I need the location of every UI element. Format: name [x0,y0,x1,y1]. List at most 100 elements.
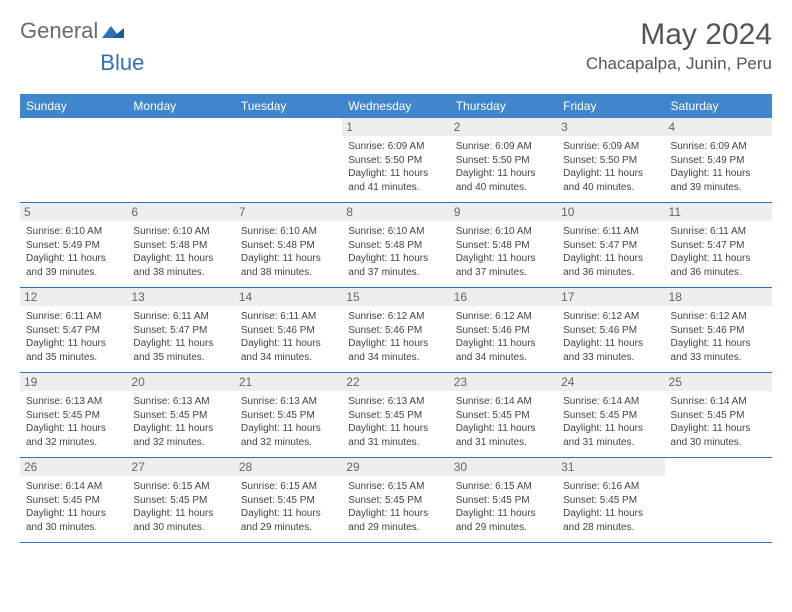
sunrise-text: Sunrise: 6:14 AM [563,395,658,409]
sunset-text: Sunset: 5:45 PM [563,494,658,508]
sunrise-text: Sunrise: 6:10 AM [241,225,336,239]
sunrise-text: Sunrise: 6:11 AM [26,310,121,324]
sunset-text: Sunset: 5:45 PM [456,494,551,508]
daylight-text: and 40 minutes. [563,181,658,195]
day-number: 18 [665,288,772,306]
daylight-text: and 34 minutes. [348,351,443,365]
day-number: 6 [127,203,234,221]
daylight-text: and 31 minutes. [563,436,658,450]
day-number: 2 [450,118,557,136]
daylight-text: Daylight: 11 hours [456,507,551,521]
calendar-week-row: 1Sunrise: 6:09 AMSunset: 5:50 PMDaylight… [20,118,772,203]
calendar-cell: 26Sunrise: 6:14 AMSunset: 5:45 PMDayligh… [20,458,127,543]
daylight-text: Daylight: 11 hours [133,507,228,521]
sunset-text: Sunset: 5:47 PM [563,239,658,253]
sunset-text: Sunset: 5:46 PM [563,324,658,338]
daylight-text: Daylight: 11 hours [563,337,658,351]
sunset-text: Sunset: 5:47 PM [133,324,228,338]
calendar-cell: 10Sunrise: 6:11 AMSunset: 5:47 PMDayligh… [557,203,664,288]
day-number: 20 [127,373,234,391]
calendar-cell: 30Sunrise: 6:15 AMSunset: 5:45 PMDayligh… [450,458,557,543]
daylight-text: and 32 minutes. [26,436,121,450]
weekday-header: Saturday [665,94,772,118]
daylight-text: Daylight: 11 hours [26,252,121,266]
daylight-text: Daylight: 11 hours [348,507,443,521]
title-block: May 2024 Chacapalpa, Junin, Peru [586,18,772,74]
weekday-header: Wednesday [342,94,449,118]
sunrise-text: Sunrise: 6:10 AM [348,225,443,239]
daylight-text: Daylight: 11 hours [26,422,121,436]
calendar-cell: 16Sunrise: 6:12 AMSunset: 5:46 PMDayligh… [450,288,557,373]
calendar-week-row: 5Sunrise: 6:10 AMSunset: 5:49 PMDaylight… [20,203,772,288]
day-number: 26 [20,458,127,476]
weekday-header: Tuesday [235,94,342,118]
daylight-text: Daylight: 11 hours [456,422,551,436]
sunset-text: Sunset: 5:47 PM [26,324,121,338]
day-number: 8 [342,203,449,221]
sunrise-text: Sunrise: 6:13 AM [26,395,121,409]
day-number: 21 [235,373,342,391]
daylight-text: Daylight: 11 hours [241,252,336,266]
calendar-cell: 9Sunrise: 6:10 AMSunset: 5:48 PMDaylight… [450,203,557,288]
sunset-text: Sunset: 5:50 PM [348,154,443,168]
calendar-cell: 4Sunrise: 6:09 AMSunset: 5:49 PMDaylight… [665,118,772,203]
sunset-text: Sunset: 5:45 PM [26,494,121,508]
calendar-cell: 28Sunrise: 6:15 AMSunset: 5:45 PMDayligh… [235,458,342,543]
sunset-text: Sunset: 5:48 PM [456,239,551,253]
daylight-text: Daylight: 11 hours [456,252,551,266]
sunset-text: Sunset: 5:46 PM [671,324,766,338]
sunset-text: Sunset: 5:45 PM [456,409,551,423]
calendar-body: 1 Sunrise: 6:09 AM Sunset: 5:50 PM Daylight… [20,118,772,543]
sunrise-text: Sunrise: 6:15 AM [348,480,443,494]
calendar-cell: 25Sunrise: 6:14 AMSunset: 5:45 PMDayligh… [665,373,772,458]
daylight-text: and 35 minutes. [133,351,228,365]
sunrise-text: Sunrise: 6:15 AM [133,480,228,494]
daylight-text: Daylight: 11 hours [133,337,228,351]
calendar-cell: 15Sunrise: 6:12 AMSunset: 5:46 PMDayligh… [342,288,449,373]
sunrise-text: Sunrise: 6:09 AM [563,140,658,154]
sunrise-text: Sunrise: 6:16 AM [563,480,658,494]
sunset-text: Sunset: 5:49 PM [26,239,121,253]
daylight-text: and 30 minutes. [133,521,228,535]
sunset-text: Sunset: 5:47 PM [671,239,766,253]
daylight-text: Daylight: 11 hours [26,507,121,521]
sunrise-text: Sunrise: 6:12 AM [348,310,443,324]
daylight-text: Daylight: 11 hours [671,252,766,266]
sunrise-text: Sunrise: 6:14 AM [456,395,551,409]
sunrise-text: Sunrise: 6:10 AM [133,225,228,239]
day-number: 27 [127,458,234,476]
calendar-cell [20,118,127,203]
daylight-text: Daylight: 11 hours [348,252,443,266]
brand-logo: General [20,18,124,44]
daylight-text: Daylight: 11 hours [671,337,766,351]
calendar-week-row: 26Sunrise: 6:14 AMSunset: 5:45 PMDayligh… [20,458,772,543]
day-number: 15 [342,288,449,306]
calendar-cell: 6Sunrise: 6:10 AMSunset: 5:48 PMDaylight… [127,203,234,288]
day-number: 7 [235,203,342,221]
logo-mark-icon [102,18,124,44]
calendar-cell: 31Sunrise: 6:16 AMSunset: 5:45 PMDayligh… [557,458,664,543]
calendar-cell: 17Sunrise: 6:12 AMSunset: 5:46 PMDayligh… [557,288,664,373]
calendar-week-row: 19Sunrise: 6:13 AMSunset: 5:45 PMDayligh… [20,373,772,458]
calendar-cell: 23Sunrise: 6:14 AMSunset: 5:45 PMDayligh… [450,373,557,458]
daylight-text: and 36 minutes. [671,266,766,280]
month-year: May 2024 [586,18,772,52]
weekday-header: Thursday [450,94,557,118]
day-number: 17 [557,288,664,306]
sunrise-text: Sunrise: 6:13 AM [241,395,336,409]
calendar-cell: 1Sunrise: 6:09 AMSunset: 5:50 PMDaylight… [342,118,449,203]
daylight-text: and 37 minutes. [348,266,443,280]
daylight-text: Daylight: 11 hours [26,337,121,351]
calendar-cell [665,458,772,543]
calendar-cell: 29Sunrise: 6:15 AMSunset: 5:45 PMDayligh… [342,458,449,543]
daylight-text: Daylight: 11 hours [563,422,658,436]
daylight-text: and 41 minutes. [348,181,443,195]
calendar-cell: 19Sunrise: 6:13 AMSunset: 5:45 PMDayligh… [20,373,127,458]
calendar-cell: 22Sunrise: 6:13 AMSunset: 5:45 PMDayligh… [342,373,449,458]
sunrise-text: Sunrise: 6:11 AM [133,310,228,324]
daylight-text: Daylight: 11 hours [456,337,551,351]
day-number: 1 [342,118,449,136]
calendar-cell: 21Sunrise: 6:13 AMSunset: 5:45 PMDayligh… [235,373,342,458]
daylight-text: Daylight: 11 hours [133,252,228,266]
day-number: 28 [235,458,342,476]
